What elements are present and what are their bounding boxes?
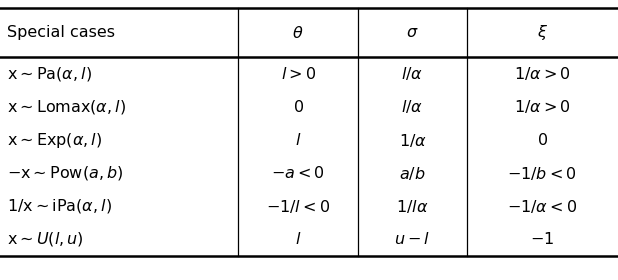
Text: $-\mathrm{x} \sim \mathrm{Pow}(a, b)$: $-\mathrm{x} \sim \mathrm{Pow}(a, b)$ — [7, 164, 124, 182]
Text: $1/l\alpha$: $1/l\alpha$ — [396, 198, 429, 214]
Text: Special cases: Special cases — [7, 25, 116, 40]
Text: $\mathrm{x} \sim \mathrm{Lomax}(\alpha, l)$: $\mathrm{x} \sim \mathrm{Lomax}(\alpha, … — [7, 98, 127, 116]
Text: $\theta$: $\theta$ — [292, 25, 304, 41]
Text: $l/\alpha$: $l/\alpha$ — [402, 99, 423, 115]
Text: $\mathrm{x} \sim \mathrm{Exp}(\alpha, l)$: $\mathrm{x} \sim \mathrm{Exp}(\alpha, l)… — [7, 130, 103, 150]
Text: $-1/b < 0$: $-1/b < 0$ — [507, 165, 577, 181]
Text: $l > 0$: $l > 0$ — [281, 66, 316, 82]
Text: $\mathrm{x} \sim U(l, u)$: $\mathrm{x} \sim U(l, u)$ — [7, 230, 84, 248]
Text: $1/\alpha$: $1/\alpha$ — [399, 132, 426, 148]
Text: $1/\mathrm{x} \sim \mathrm{iPa}(\alpha, l)$: $1/\mathrm{x} \sim \mathrm{iPa}(\alpha, … — [7, 197, 112, 215]
Text: $1/\alpha > 0$: $1/\alpha > 0$ — [514, 99, 570, 115]
Text: $-1/\alpha < 0$: $-1/\alpha < 0$ — [507, 198, 577, 214]
Text: $-1/l < 0$: $-1/l < 0$ — [266, 198, 330, 214]
Text: $0$: $0$ — [293, 99, 303, 115]
Text: $l/\alpha$: $l/\alpha$ — [402, 66, 423, 82]
Text: $-1$: $-1$ — [530, 231, 554, 247]
Text: $0$: $0$ — [537, 132, 548, 148]
Text: $\sigma$: $\sigma$ — [406, 25, 419, 40]
Text: $l$: $l$ — [295, 231, 302, 247]
Text: $\mathrm{x} \sim \mathrm{Pa}(\alpha, l)$: $\mathrm{x} \sim \mathrm{Pa}(\alpha, l)$ — [7, 65, 92, 83]
Text: $-a < 0$: $-a < 0$ — [271, 165, 325, 181]
Text: $\xi$: $\xi$ — [537, 24, 548, 42]
Text: $a/b$: $a/b$ — [399, 165, 426, 181]
Text: $u - l$: $u - l$ — [394, 231, 431, 247]
Text: $l$: $l$ — [295, 132, 302, 148]
Text: $1/\alpha > 0$: $1/\alpha > 0$ — [514, 66, 570, 82]
